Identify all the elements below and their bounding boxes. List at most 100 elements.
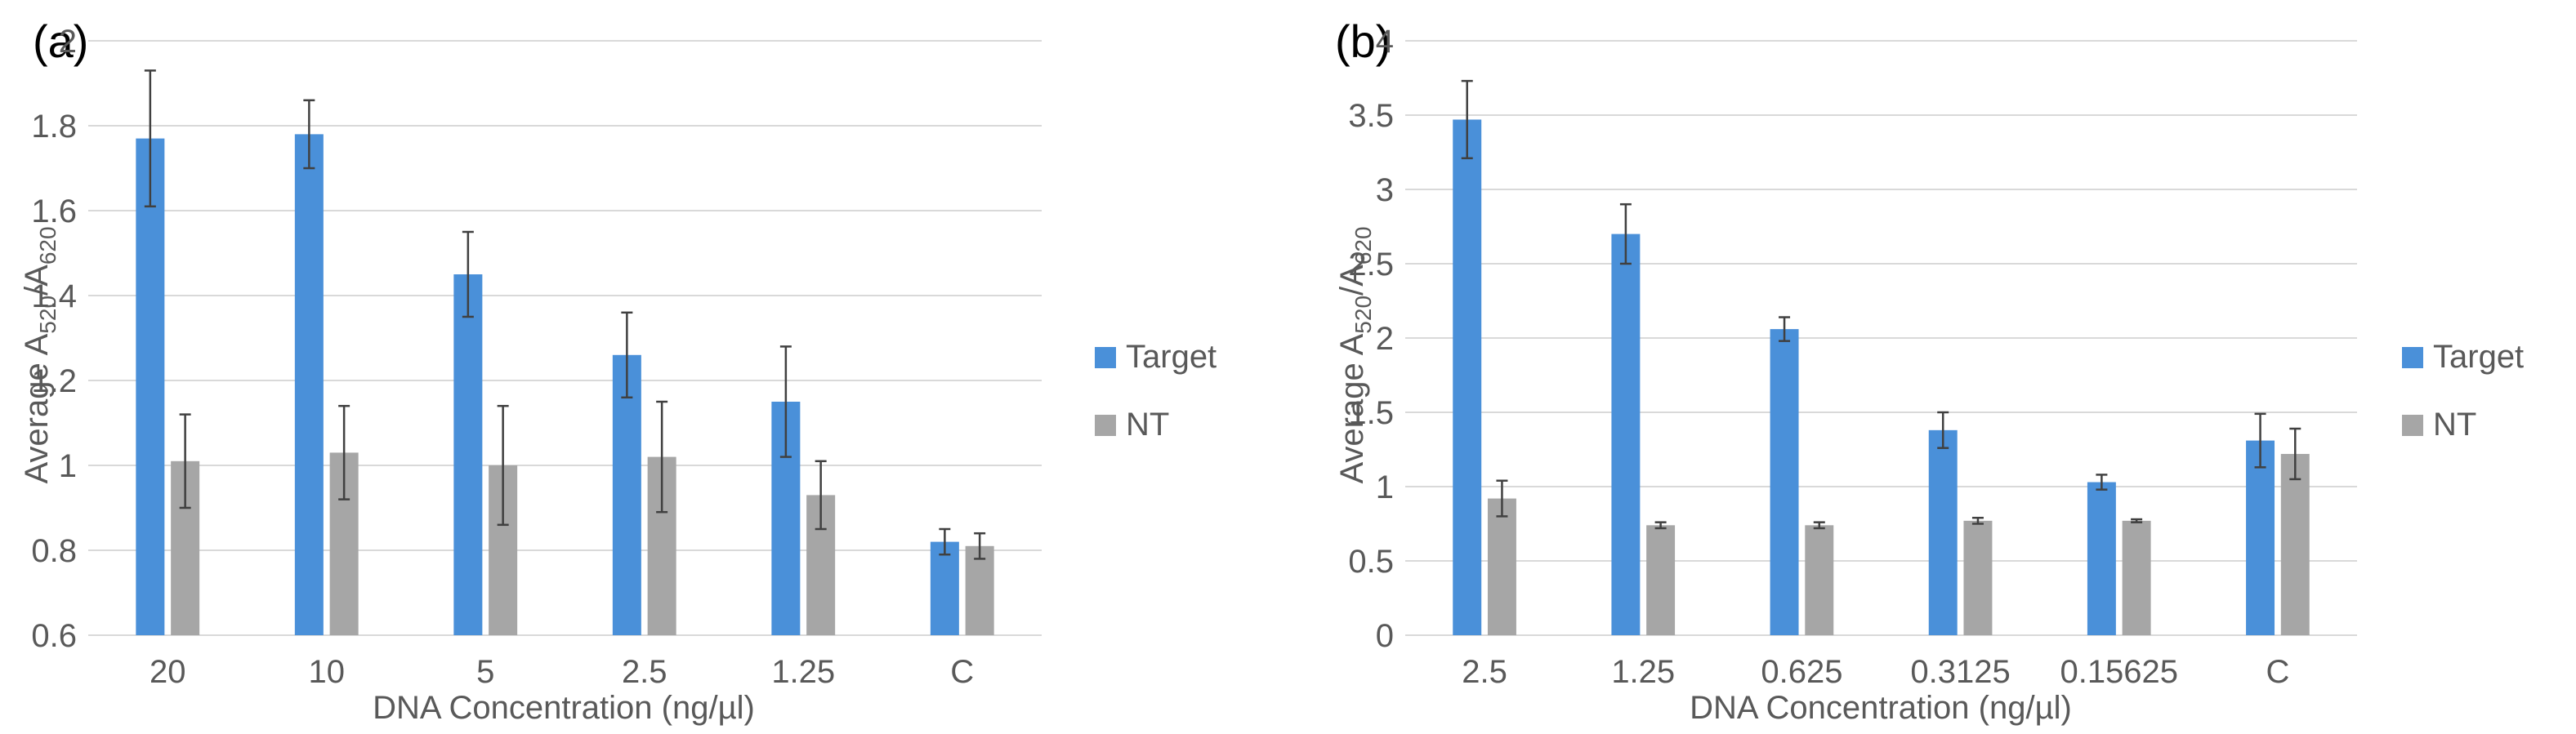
panel-b-x-tick-label: 2.5 [1462, 654, 1507, 690]
panel-a-y-tick-labels: 0.6 0.8 1 1.2 1.4 1.6 1.8 2 [31, 24, 77, 654]
panel-a-legend: Target NT [1095, 339, 1217, 443]
panel-a-y-tick-label: 1.2 [31, 363, 77, 399]
panel-a-error-bar-target-20 [144, 69, 156, 208]
panel-b-bar-nt-0-3125 [1963, 520, 1993, 635]
panel-a-bars [136, 69, 994, 636]
panel-b-legend-label-target: Target [2433, 339, 2524, 375]
panel-a-bar-target-10 [294, 134, 324, 635]
panel-a-x-tick-label: 5 [476, 654, 494, 690]
panel-b-bar-nt-c [2280, 453, 2310, 635]
panel-b-y-tick-label: 2.5 [1348, 247, 1394, 282]
panel-a-x-tick-label: 20 [150, 654, 186, 690]
panel-a-x-tick-labels: 20 10 5 2.5 1.25 C [150, 654, 974, 690]
panel-b-error-bar-nt-0-625 [1813, 521, 1825, 530]
panel-a-y-tick-label: 1.8 [31, 109, 77, 145]
panel-b-error-bar-target-0-3125 [1937, 411, 1949, 449]
panel-b-error-bar-nt-0-15625 [2131, 518, 2143, 523]
panel-b-x-tick-label: 0.15625 [2060, 654, 2178, 690]
panel-b-x-axis-label: DNA Concentration (ng/µl) [1690, 690, 2072, 726]
panel-a-x-tick-label: 10 [309, 654, 346, 690]
panel-a-x-tick-label: 1.25 [771, 654, 835, 690]
panel-a-bar-target-20 [136, 138, 165, 636]
panel-a-y-tick-label: 0.6 [31, 618, 77, 654]
panel-a-legend-label-nt: NT [1126, 407, 1169, 443]
panel-b-legend-label-nt: NT [2433, 407, 2476, 443]
panel-b-y-tick-labels: 0 0.5 1 1.5 2 2.5 3 3.5 4 [1348, 24, 1394, 654]
panel-a-y-tick-label: 1.6 [31, 194, 77, 229]
panel-b-x-tick-label: 0.625 [1761, 654, 1842, 690]
panel-a-y-axis-label: Average A520/A620 [19, 226, 60, 483]
panel-b-bar-nt-0-15625 [2122, 520, 2151, 635]
panel-b-legend: Target NT [2402, 339, 2524, 443]
panel-b-bar-target-1-25 [1611, 234, 1641, 635]
panel-b-legend-swatch-nt [2402, 415, 2423, 436]
panel-b-bars [1453, 79, 2310, 635]
panel-a-error-bar-target-2-5 [621, 311, 633, 399]
panel-b-bar-target-2-5 [1453, 119, 1482, 635]
panel-b-y-tick-label: 4 [1376, 24, 1394, 60]
panel-b-bar-nt-1-25 [1646, 525, 1676, 635]
panel-a-error-bar-target-1-25 [779, 345, 792, 458]
panel-a-error-bar-nt-5 [497, 404, 509, 527]
panel-b-x-tick-label: 1.25 [1611, 654, 1675, 690]
panel-a-ylabel-prefix: Average A [19, 333, 55, 483]
panel-a-legend-swatch-nt [1095, 415, 1116, 436]
panel-b-ylabel-prefix: Average A [1334, 333, 1370, 483]
panel-b-error-bar-target-0-15625 [2096, 474, 2108, 491]
panel-b-bar-nt-0-625 [1805, 525, 1834, 635]
panel-a-ylabel-mid: /A [19, 265, 55, 296]
panel-a-error-bar-nt-c [974, 532, 986, 560]
panel-a-x-tick-label: 2.5 [622, 654, 667, 690]
panel-a-legend-label-target: Target [1126, 339, 1217, 375]
panel-b-ylabel-sub2: 620 [1351, 226, 1376, 265]
panel-a-y-tick-label: 1.4 [31, 278, 77, 314]
panel-a-error-bar-nt-20 [179, 413, 191, 509]
panel-b-label: (b) [1335, 16, 1391, 67]
panel-b-bar-target-0-15625 [2087, 482, 2116, 635]
panel-a-label: (a) [33, 16, 88, 67]
panel-b-y-axis-label: Average A520/A620 [1334, 226, 1376, 483]
panel-b-error-bar-target-1-25 [1619, 202, 1632, 265]
panel-b-y-tick-label: 1 [1376, 469, 1394, 505]
panel-a-ylabel-sub2: 620 [35, 226, 60, 265]
panel-a-error-bar-nt-1-25 [815, 460, 827, 531]
panel-b: (b) 0 0.5 1 1.5 2 2.5 3 3.5 4 2.5 1.25 0.625 0.3125… [1334, 16, 2524, 726]
panel-a-bar-target-2-5 [612, 354, 641, 635]
panel-a-x-axis-label: DNA Concentration (ng/µl) [373, 690, 755, 726]
panel-a-y-tick-label: 0.8 [31, 533, 77, 569]
panel-b-bar-target-0-625 [1770, 329, 1799, 635]
panel-b-error-bar-nt-2-5 [1496, 479, 1508, 518]
panel-b-error-bar-nt-1-25 [1654, 521, 1667, 530]
panel-a-gridlines [88, 40, 1042, 636]
panel-b-x-tick-label: 0.3125 [1910, 654, 2010, 690]
panel-b-error-bar-target-c [2254, 412, 2266, 469]
panel-b-y-tick-label: 0.5 [1348, 544, 1394, 580]
panel-b-ylabel-mid: /A [1334, 265, 1370, 296]
panel-a-x-tick-label: C [950, 654, 974, 690]
panel-b-error-bar-target-2-5 [1461, 79, 1473, 160]
panel-b-bar-nt-2-5 [1487, 498, 1516, 635]
panel-a-legend-swatch-target [1095, 347, 1116, 368]
panel-b-y-tick-label: 1.5 [1348, 395, 1394, 431]
panel-b-bar-target-0-3125 [1928, 429, 1958, 635]
panel-b-x-tick-label: C [2266, 654, 2289, 690]
panel-a: (a) 0.6 0.8 1 1.2 1.4 1.6 1.8 2 20 10 5 2.5 1.25 C D… [19, 16, 1217, 726]
panel-a-error-bar-target-5 [462, 230, 474, 318]
panel-a-bar-nt-c [965, 545, 994, 635]
panel-a-y-tick-label: 1 [59, 448, 77, 484]
panel-b-y-tick-label: 0 [1376, 618, 1394, 654]
panel-a-error-bar-nt-10 [338, 404, 350, 500]
panel-b-legend-swatch-target [2402, 347, 2423, 368]
panel-a-error-bar-target-10 [303, 99, 315, 170]
panel-a-bar-target-5 [453, 274, 483, 635]
panel-b-ylabel-sub1: 520 [1351, 296, 1376, 334]
panel-b-error-bar-target-0-625 [1779, 316, 1791, 342]
panel-a-error-bar-target-c [939, 527, 951, 556]
panel-a-bar-target-c [930, 541, 959, 635]
panel-b-error-bar-nt-c [2289, 427, 2301, 481]
panel-b-y-tick-label: 2 [1376, 321, 1394, 357]
panel-b-x-tick-labels: 2.5 1.25 0.625 0.3125 0.15625 C [1462, 654, 2289, 690]
panel-b-gridlines [1405, 40, 2357, 636]
